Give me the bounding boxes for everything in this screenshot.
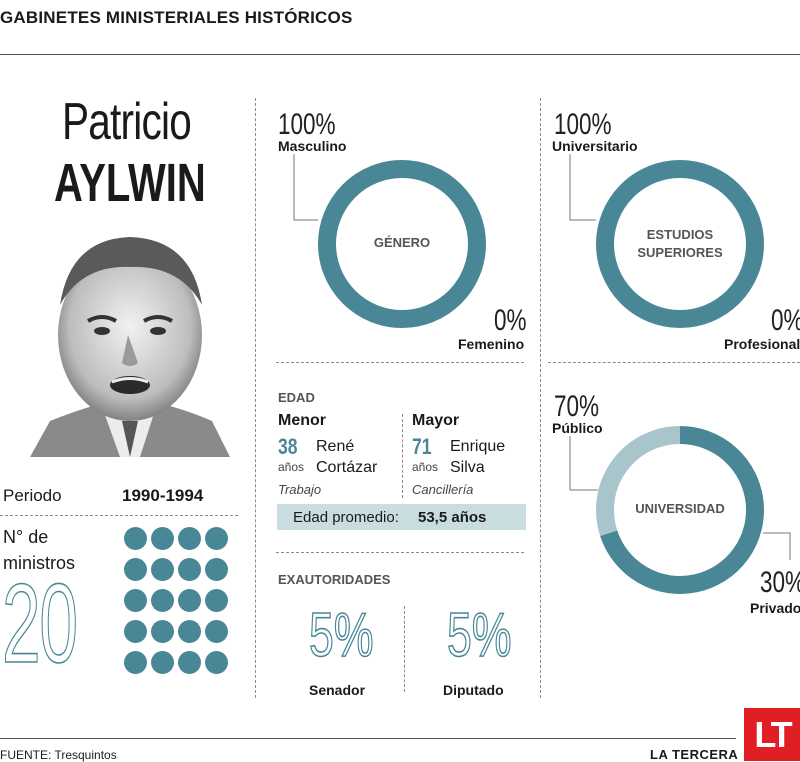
universidad-donut-chart [596,426,764,594]
estudios-profesional-pct: 0% [771,304,800,337]
minister-dot [151,589,174,612]
minister-dot [124,527,147,550]
minister-dot [205,558,228,581]
president-portrait [30,237,230,457]
donut-slice-privado [596,426,681,536]
estudios-universitario-pct: 100% [554,108,612,141]
minister-dot [178,651,201,674]
edad-mayor-name: Enrique Silva [450,436,505,478]
estudios-universitario-label: Universitario [552,138,638,154]
president-first-name: Patricio [62,93,192,151]
edad-menor-name-line1: René [316,438,355,455]
genero-masculino-pct: 100% [278,108,336,141]
minister-dot [151,620,174,643]
edad-title: EDAD [278,390,315,405]
edad-mayor-age: 71 [412,434,432,459]
edad-promedio-label: Edad promedio: [293,509,399,526]
estudios-donut-chart [596,160,764,328]
donut-slice-masculino [318,160,486,328]
edad-menor-cartera: Trabajo [278,482,322,497]
exautoridades-title: EXAUTORIDADES [278,572,391,587]
edad-mayor-label: Mayor [412,412,460,429]
minister-dot [178,620,201,643]
edad-menor-unit: años [278,460,305,474]
header-divider [0,54,800,55]
universidad-publico-pct: 70% [554,390,600,423]
column-divider-2 [540,98,541,698]
ministros-label: N° de ministros [3,524,75,576]
minister-dot [205,651,228,674]
header-title: GABINETES MINISTERIALES HISTÓRICOS [0,8,353,27]
minister-dot [124,620,147,643]
edad-menor-label: Menor [278,412,326,429]
minister-dot [205,620,228,643]
minister-dot [178,589,201,612]
genero-center-label: GÉNERO [373,235,431,250]
genero-femenino-label: Femenino [458,336,525,352]
edad-menor-age: 38 [278,434,298,459]
ministros-label-line2: ministros [3,553,76,573]
universidad-center-label: UNIVERSIDAD [635,501,725,516]
periodo-value: 1990-1994 [122,486,204,505]
minister-dot [151,558,174,581]
edad-promedio-bar [277,504,526,530]
senador-label: Senador [309,682,366,698]
genero-femenino-pct: 0% [494,304,527,337]
estudios-center-label: ESTUDIOS SUPERIORES [620,226,740,262]
minister-dot [124,651,147,674]
estudios-center-line1: ESTUDIOS [646,227,714,242]
minister-dot [151,527,174,550]
periodo-label: Periodo [3,486,62,505]
minister-dot [124,589,147,612]
footer-publisher: LA TERCERA [650,747,739,762]
footer-divider [0,738,736,739]
edad-mayor-cartera: Cancillería [412,482,474,497]
edad-promedio-value: 53,5 años [418,509,487,526]
ministros-count: 20 [2,561,79,686]
universidad-publico-label: Público [552,420,603,436]
minister-dot [124,558,147,581]
exautoridades-divider [404,606,405,692]
universidad-privado-label: Privado [750,600,800,616]
edad-menor-name: René Cortázar [316,436,377,478]
la-tercera-logo: LT [744,708,800,761]
president-last-name: AYLWIN [54,153,206,213]
minister-dot [205,527,228,550]
diputado-pct: 5% [446,600,512,671]
edad-mayor-name-line1: Enrique [450,438,506,455]
estudios-center-line2: SUPERIORES [637,245,723,260]
column-divider-1 [255,98,256,698]
estudios-divider [548,362,800,363]
donut-slice-universitario [596,160,764,328]
senador-pct: 5% [308,600,374,671]
edad-column-divider [402,414,403,498]
estudios-profesional-label: Profesional [724,336,800,352]
minister-dot [178,527,201,550]
periodo-divider [0,515,238,516]
genero-masculino-label: Masculino [278,138,347,154]
edad-mayor-unit: años [412,460,439,474]
minister-dot [178,558,201,581]
minister-dot [151,651,174,674]
donut-slice-público [600,426,764,594]
minister-dot [205,589,228,612]
universidad-privado-pct: 30% [760,566,800,599]
edad-menor-name-line2: Cortázar [316,459,378,476]
ministros-label-line1: N° de [3,527,49,547]
edad-top-divider [276,362,524,363]
diputado-label: Diputado [443,682,504,698]
footer-source: FUENTE: Tresquintos [0,748,117,762]
edad-mayor-name-line2: Silva [450,459,485,476]
edad-bottom-divider [276,552,524,553]
genero-donut-chart [318,160,486,328]
